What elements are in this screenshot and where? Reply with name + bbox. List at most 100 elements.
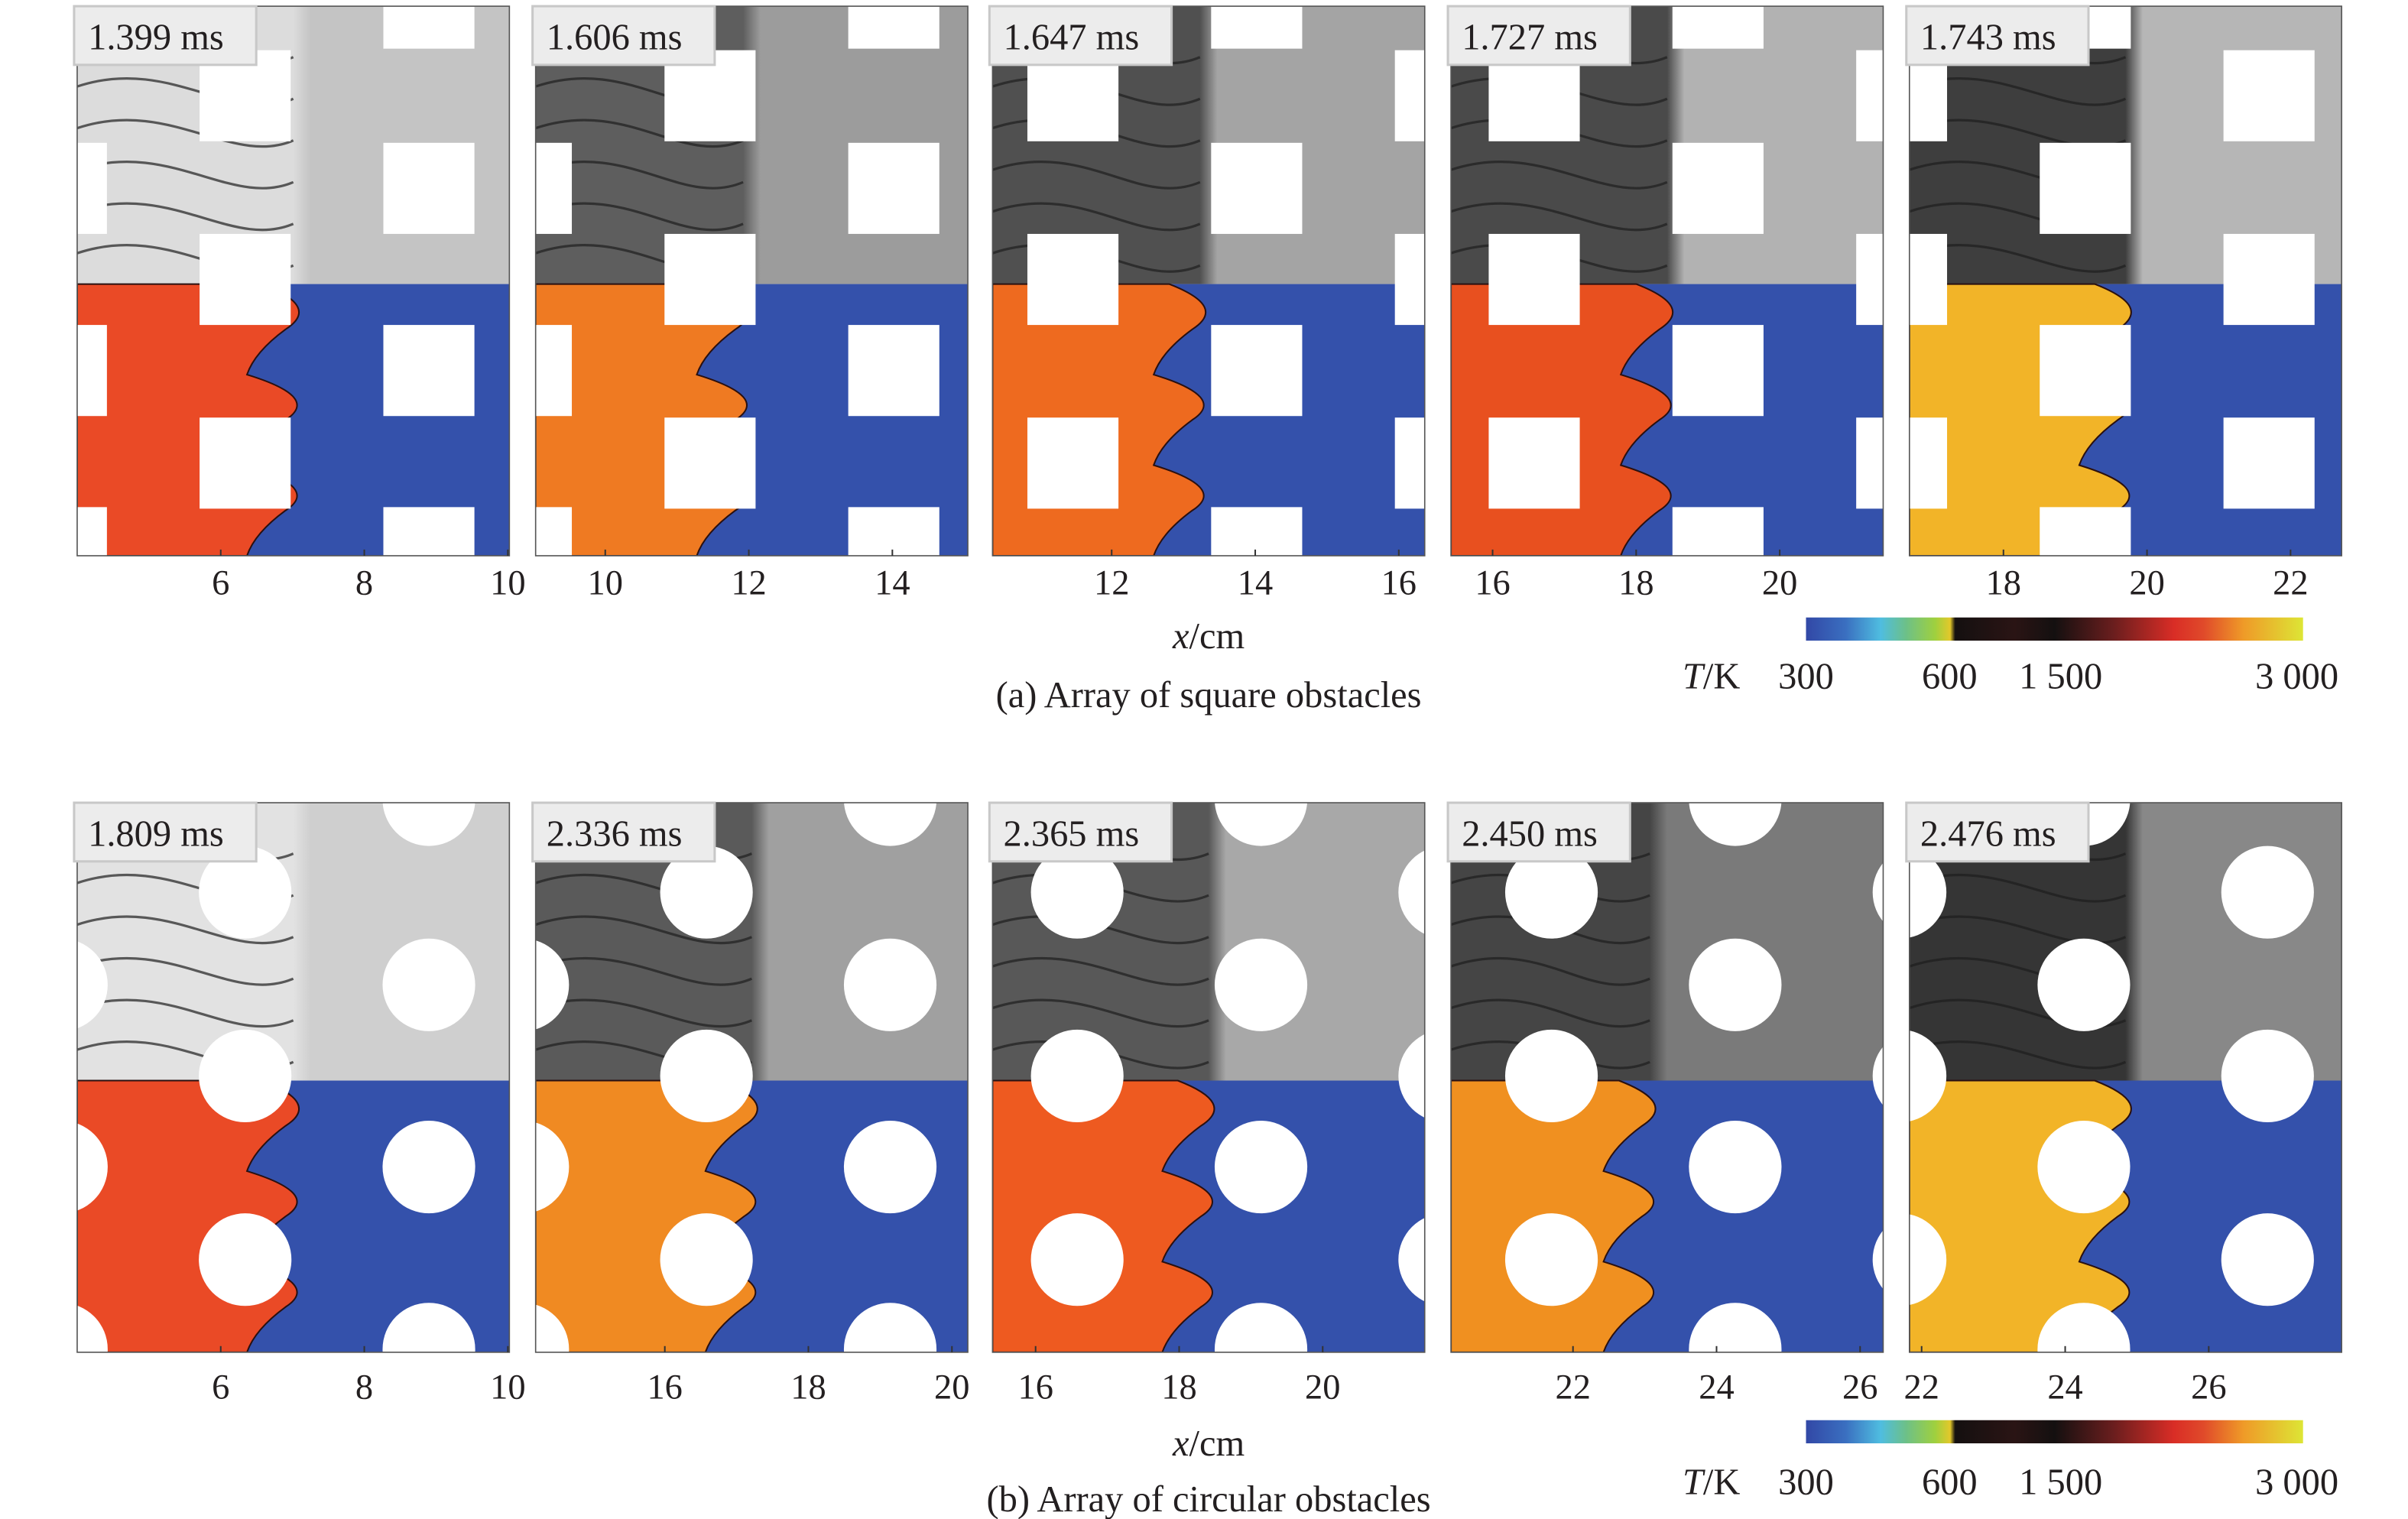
x-axis-label: x/cm — [1172, 1423, 1245, 1464]
square-obstacle — [1856, 417, 1884, 509]
square-obstacle — [1211, 325, 1303, 417]
square-obstacle — [1672, 6, 1764, 49]
x-tick-label: 24 — [2047, 1368, 2082, 1407]
x-tick-label: 26 — [2191, 1368, 2226, 1407]
circular-obstacle — [1030, 846, 1124, 939]
x-tick-label: 18 — [1986, 563, 2021, 602]
time-label-text: 1.647 ms — [1003, 18, 1139, 58]
circular-obstacle — [382, 938, 475, 1031]
square-obstacle — [383, 507, 475, 556]
square-obstacle — [1672, 325, 1764, 417]
x-tick-label: 14 — [1238, 563, 1273, 602]
circular-obstacle — [2037, 938, 2131, 1031]
x-tick-label: 18 — [790, 1368, 826, 1407]
panel-frame — [1908, 802, 2342, 1353]
square-obstacle — [200, 233, 291, 326]
circular-obstacle — [660, 1213, 753, 1306]
square-obstacle — [1488, 417, 1580, 509]
square-obstacle — [664, 233, 756, 326]
square-obstacle — [1856, 50, 1884, 141]
x-axis-label: x/cm — [1172, 616, 1245, 657]
colorbar-label: T/K — [1683, 1462, 1740, 1503]
flame-front-line — [76, 915, 294, 945]
circular-obstacle — [1504, 846, 1598, 939]
circular-obstacle — [1909, 846, 1947, 938]
square-obstacle — [1211, 507, 1303, 556]
colorbar-tick-label: 1 500 — [2019, 657, 2102, 697]
flame-front-line — [76, 161, 294, 190]
simulation-panel — [1909, 6, 2342, 556]
flame-front-line — [1451, 998, 1650, 1028]
time-label: 1.743 ms — [1905, 5, 2090, 67]
circular-obstacle — [199, 1213, 292, 1306]
circular-obstacle — [1504, 1029, 1598, 1123]
time-label: 2.476 ms — [1905, 801, 2090, 863]
simulation-panel — [992, 6, 1425, 556]
circular-obstacle — [844, 803, 936, 846]
flame-front-line — [76, 118, 294, 148]
x-tick-label: 18 — [1618, 563, 1653, 602]
circular-obstacle — [535, 1122, 570, 1212]
flame-front-line — [1451, 957, 1650, 986]
time-label-text: 1.727 ms — [1462, 18, 1598, 58]
circular-obstacle — [1214, 1121, 1308, 1214]
flame-front-line — [1451, 202, 1668, 232]
circular-obstacle — [76, 941, 108, 1029]
square-obstacle — [535, 142, 573, 234]
circular-obstacle — [1030, 1029, 1124, 1123]
time-label-text: 2.450 ms — [1462, 814, 1598, 855]
time-label-text: 1.399 ms — [88, 18, 224, 58]
square-obstacle — [2040, 325, 2131, 417]
flame-front-line — [992, 202, 1201, 232]
x-tick-label: 8 — [355, 1368, 373, 1407]
time-label-text: 1.606 ms — [547, 18, 683, 58]
flame-front-line — [535, 998, 752, 1028]
x-tick-label: 16 — [1017, 1368, 1053, 1407]
square-obstacle — [1909, 417, 1948, 509]
square-obstacle — [1394, 50, 1425, 141]
square-obstacle — [2040, 142, 2131, 234]
square-obstacle — [1394, 233, 1425, 326]
square-obstacle — [1909, 233, 1948, 326]
panel-frame — [534, 5, 969, 557]
square-obstacle — [1027, 417, 1119, 509]
circular-obstacle — [660, 846, 753, 939]
x-tick-label: 22 — [2273, 563, 2308, 602]
colorbar-gradient — [1806, 1420, 2303, 1444]
x-tick-label: 10 — [588, 563, 623, 602]
square-obstacle — [848, 142, 940, 234]
circular-obstacle — [1214, 1303, 1308, 1352]
colorbar-tick-label: 300 — [1778, 657, 1834, 697]
flame-region — [992, 1079, 1215, 1352]
circular-obstacle — [1872, 1230, 1884, 1290]
x-tick-label: 22 — [1555, 1368, 1590, 1407]
circular-obstacle — [199, 846, 292, 939]
square-obstacle — [848, 325, 940, 417]
colorbar-tick-label: 3 000 — [2255, 657, 2338, 697]
circular-obstacle — [843, 1303, 937, 1352]
colorbar-tick-label: 1 500 — [2019, 1462, 2102, 1503]
circular-obstacle — [1215, 803, 1307, 846]
time-label: 1.809 ms — [73, 801, 258, 863]
flame-front-line — [1451, 161, 1668, 190]
panel-frame — [1908, 5, 2342, 557]
colorbar-label: T/K — [1683, 657, 1740, 697]
square-obstacle — [1211, 6, 1303, 49]
simulation-panel — [76, 6, 510, 556]
flame-front-line — [76, 957, 294, 986]
flame-front-line — [76, 202, 294, 232]
temperature-colorbar: T/K 300 600 1 500 3 000 — [1683, 617, 2338, 697]
panel-frame — [1450, 5, 1884, 557]
square-obstacle — [1488, 233, 1580, 326]
x-tick-label: 24 — [1699, 1368, 1734, 1407]
circular-obstacle — [2037, 1303, 2131, 1352]
x-tick-label: 10 — [490, 1368, 525, 1407]
flame-front-line — [992, 957, 1209, 986]
time-label: 1.399 ms — [73, 5, 258, 67]
subfigure-caption: (b) Array of circular obstacles — [986, 1479, 1430, 1519]
time-label-text: 2.365 ms — [1003, 814, 1139, 855]
time-label: 2.365 ms — [988, 801, 1173, 863]
colorbar-tick-label: 600 — [1922, 1462, 1978, 1503]
panel-frame — [76, 5, 511, 557]
